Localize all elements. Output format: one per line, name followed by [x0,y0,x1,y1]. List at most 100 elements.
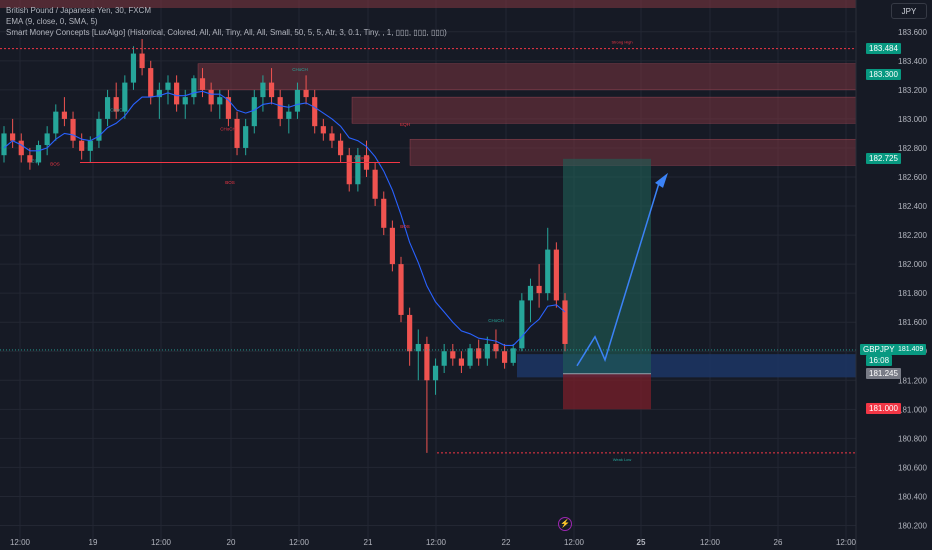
candle-body [398,264,404,315]
candle-body [251,97,257,127]
time-tick-label: 22 [502,538,511,547]
candle-body [70,118,76,141]
candle-body [501,351,508,363]
candle-body [268,82,275,98]
bearish-order-block [351,96,857,124]
time-tick-label: 12:00 [151,538,172,547]
candle-body [493,343,499,352]
chart-legend: British Pound / Japanese Yen, 30, FXCM E… [6,5,447,38]
candle-body [18,140,24,156]
projected-path-line[interactable] [576,179,661,367]
candle-body [61,111,68,119]
candle-body [424,343,430,381]
candle-body [562,300,568,344]
strong-high-label: Strong High [611,40,632,45]
legend-smc-line: Smart Money Concepts [LuxAlgo] (Historic… [6,28,447,37]
candle-body [338,140,344,156]
candle-body [208,89,214,105]
price-tick-label: 182.400 [898,202,927,211]
weak-low-label: Weak Low [613,457,632,462]
price-axis[interactable]: 180.200 180.400 180.600 180.800 181.000 181.2… [898,28,927,531]
smc-label: CHoCH [110,108,126,113]
candle-body [329,133,335,141]
price-tick-label: 183.200 [898,86,927,95]
candle-body [484,343,490,359]
price-tick-label: 180.200 [898,521,927,530]
candle-body [53,111,59,134]
candle-body [156,89,162,98]
currency-button[interactable]: JPY [891,3,927,19]
price-tag: 182.725 [866,152,901,164]
candle-body [234,118,240,148]
candle-body [182,97,188,105]
time-tick-label: 21 [364,538,373,547]
candle-body [122,82,128,112]
candle-body [407,314,413,352]
candle-body [191,78,197,98]
legend-ema-line: EMA (9, close, 0, SMA, 5) [6,17,98,26]
candle-body [320,126,326,134]
candle-body [553,249,559,301]
candle-body [277,97,283,119]
smc-label: BOS [400,224,410,229]
candle-body [27,155,33,163]
time-tick-label: 12:00 [564,538,585,547]
time-tick-label: 12:00 [10,538,31,547]
price-tag: 183.300 [866,69,901,81]
candle-body [476,348,482,359]
candle-body [346,155,352,185]
price-tag: 181.000 [866,403,901,415]
candle-body [467,348,473,366]
countdown-label: 16:08 [866,354,893,366]
candle-body [225,97,231,119]
legend-symbol-line: British Pound / Japanese Yen, 30, FXCM [6,6,151,15]
symbol-label: GBPJPY [860,343,898,355]
price-tick-label: 183.000 [898,115,927,124]
candle-body [104,97,111,119]
top-order-block [0,0,856,8]
candle-body [545,249,551,294]
price-tick-label: 181.000 [898,405,927,414]
price-tick-label: 183.400 [898,57,927,66]
candle-body [243,126,249,148]
time-tick-label: 19 [89,538,98,547]
candle-body [10,133,16,141]
price-tick-label: 181.800 [898,289,927,298]
candle-body [519,300,525,349]
price-tick-label: 183.600 [898,28,927,37]
lightning-icon[interactable]: ⚡ [558,517,572,531]
smc-label: EQL [31,158,41,163]
candle-body [96,118,102,141]
ema-line [3,90,566,346]
smc-label: EQH [400,122,410,127]
time-tick-label: 25 [637,538,646,547]
price-tick-label: 182.200 [898,231,927,240]
price-tick-label: 180.600 [898,463,927,472]
time-axis[interactable]: 12:00 19 12:00 20 12:00 21 12:00 22 12:00 25 12:00… [10,538,857,547]
smc-annotations: Strong High Weak Low BOS BOS BOS CHoCH CHoCH CH… [0,40,856,462]
candle-body [148,68,154,98]
price-tick-label: 182.600 [898,173,927,182]
candle-body [294,89,301,112]
price-tick-label: 180.800 [898,434,927,443]
candle-body [79,140,85,151]
candle-body [312,97,318,127]
price-candles[interactable] [1,39,568,453]
price-tick-label: 180.400 [898,492,927,501]
price-tick-label: 181.200 [898,376,927,385]
candle-body [441,351,447,366]
candle-body [381,198,387,228]
price-tag: 181.409 [895,343,927,355]
candle-body [303,89,309,98]
bearish-order-block [197,63,857,91]
candle-body [165,82,171,90]
long-position-target-area [563,158,651,374]
candle-body [217,97,223,105]
price-zones [0,0,857,410]
projected-path-arrowhead [655,172,668,188]
candle-body [450,351,456,359]
time-tick-label: 12:00 [700,538,721,547]
candle-body [130,53,137,83]
